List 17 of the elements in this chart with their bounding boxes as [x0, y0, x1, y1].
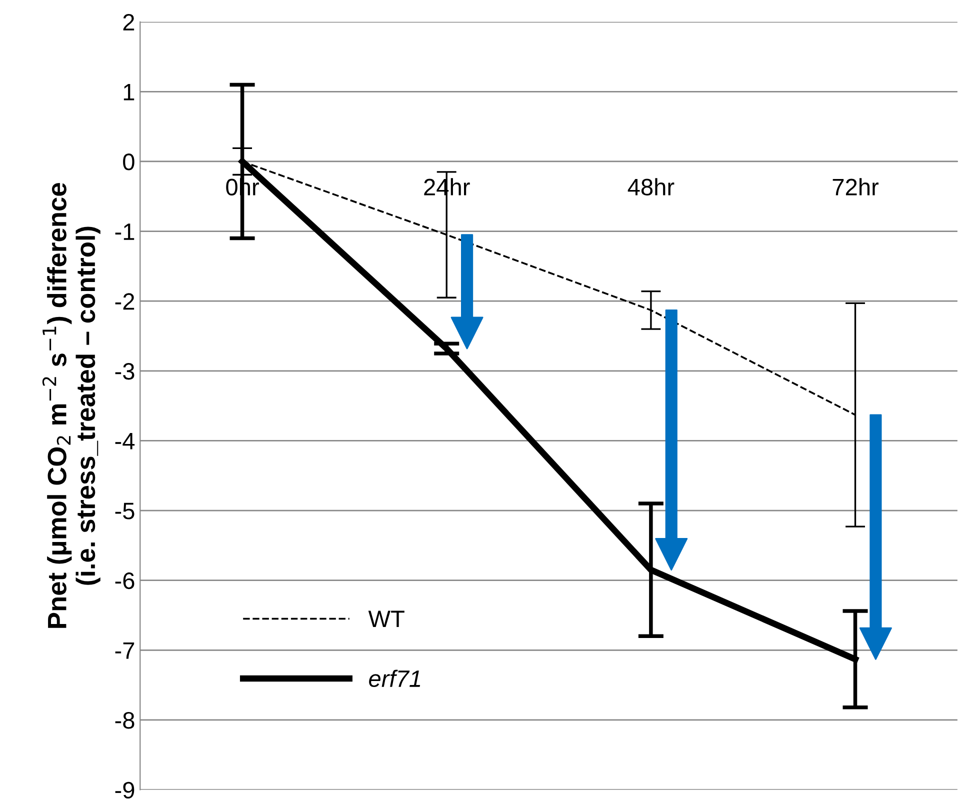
y-tick-label: -5: [115, 502, 134, 520]
y-tick-label: -7: [115, 642, 134, 659]
y-axis-title: Pnet (μmol CO$_{2}$ m$^{−2}$ s$^{−1}$) difference (i.e. stress_treated – control): [42, 183, 100, 628]
y-tick-label: -8: [115, 712, 134, 729]
y-tick-label: -6: [115, 572, 134, 590]
y-tick-label: -4: [115, 433, 135, 450]
y-tick-label: 0: [123, 154, 134, 170]
y-tick-label: -9: [115, 782, 134, 799]
legend-label: erf71: [369, 670, 420, 688]
x-tick-label: 48hr: [628, 178, 674, 196]
x-tick-label: 72hr: [832, 178, 879, 196]
legend-label: WT: [368, 610, 404, 628]
y-tick-label: -2: [115, 293, 134, 310]
y-tick-label: -3: [115, 362, 134, 380]
y-tick-label: -1: [115, 224, 134, 240]
y-tick-label: 1: [124, 84, 134, 100]
y-tick-label: 2: [123, 14, 134, 30]
